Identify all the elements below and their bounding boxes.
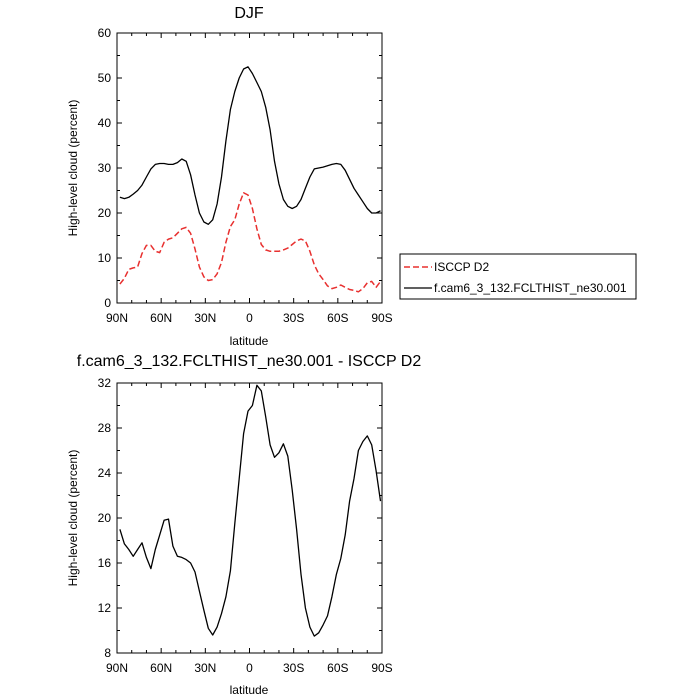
top-series-line-isccp-d2: [119, 192, 382, 293]
bottom-x-axis: 90N 60N 30N 0 30S 60S 90S: [106, 383, 393, 675]
top-y-tick-label: 30: [98, 161, 112, 175]
bottom-x-axis-label: latitude: [230, 683, 269, 697]
bottom-y-tick-label: 20: [98, 511, 112, 525]
top-y-tick-label: 0: [104, 296, 111, 310]
top-x-tick-label: 0: [246, 311, 253, 325]
top-y-tick-label: 50: [98, 71, 112, 85]
top-x-tick-label: 30S: [283, 311, 304, 325]
top-x-tick-label: 60S: [327, 311, 348, 325]
bottom-x-tick-label: 30N: [194, 661, 216, 675]
top-x-axis-label: latitude: [230, 334, 269, 348]
bottom-y-tick-label: 24: [98, 466, 112, 480]
bottom-series-line-0: [119, 384, 382, 637]
top-plot-frame: [116, 32, 383, 304]
bottom-y-axis: 8 12 16 20 24 28 32: [98, 376, 382, 660]
bottom-x-tick-label: 60S: [327, 661, 348, 675]
bottom-x-tick-label: 60N: [150, 661, 172, 675]
top-x-tick-label: 30N: [194, 311, 216, 325]
top-y-axis-label: High-level cloud (percent): [66, 100, 80, 237]
bottom-y-tick-label: 12: [98, 601, 112, 615]
top-y-tick-label: 20: [98, 206, 112, 220]
bottom-series-group: [119, 384, 382, 637]
top-chart-title: DJF: [234, 5, 264, 22]
top-series-group: [119, 66, 382, 293]
bottom-y-tick-label: 8: [104, 646, 111, 660]
bottom-y-tick-label: 32: [98, 376, 112, 390]
legend: ISCCP D2 f.cam6_3_132.FCLTHIST_ne30.001: [399, 253, 637, 300]
bottom-y-tick-label: 16: [98, 556, 112, 570]
top-x-axis: 90N 60N 30N 0 30S 60S 90S: [106, 33, 393, 325]
bottom-x-tick-label: 30S: [283, 661, 304, 675]
legend-box: [399, 253, 637, 300]
bottom-x-tick-label: 90N: [106, 661, 128, 675]
top-chart: DJF 0 10 20 30 40 50 60 90N 60N 30N 0 30S 60S 90S la…: [66, 5, 393, 348]
bottom-chart: f.cam6_3_132.FCLTHIST_ne30.001 - ISCCP D…: [66, 353, 421, 697]
bottom-y-tick-label: 28: [98, 421, 112, 435]
top-x-tick-label: 90S: [371, 311, 392, 325]
top-series-line-f-cam6-3-132-fclthist-ne30-001: [119, 66, 381, 225]
bottom-y-axis-label: High-level cloud (percent): [66, 450, 80, 587]
legend-label-isccp: ISCCP D2: [434, 260, 489, 274]
top-x-tick-label: 60N: [150, 311, 172, 325]
top-x-tick-label: 90N: [106, 311, 128, 325]
bottom-chart-title: f.cam6_3_132.FCLTHIST_ne30.001 - ISCCP D…: [77, 353, 422, 370]
top-y-tick-label: 40: [98, 116, 112, 130]
bottom-x-tick-label: 90S: [371, 661, 392, 675]
bottom-x-tick-label: 0: [246, 661, 253, 675]
bottom-plot-frame: [116, 382, 383, 654]
top-y-tick-label: 60: [98, 26, 112, 40]
top-y-axis: 0 10 20 30 40 50 60: [98, 26, 382, 310]
top-y-tick-label: 10: [98, 251, 112, 265]
legend-label-cam6: f.cam6_3_132.FCLTHIST_ne30.001: [434, 281, 627, 295]
